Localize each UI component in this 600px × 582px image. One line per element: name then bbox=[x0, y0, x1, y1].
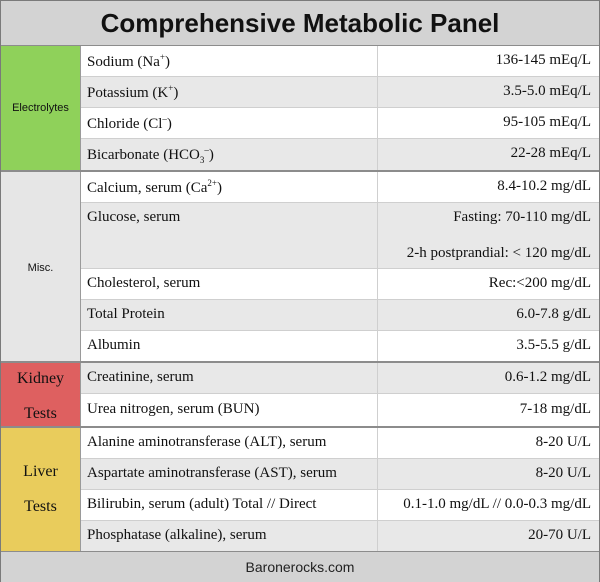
reference-range: 136-145 mEq/L bbox=[495, 52, 591, 68]
reference-range: Fasting: 70-110 mg/dL bbox=[453, 209, 591, 225]
group-label-text: Misc. bbox=[27, 262, 54, 274]
column-divider bbox=[377, 203, 378, 268]
reference-range: 0.1-1.0 mg/dL // 0.0-0.3 mg/dL bbox=[403, 496, 591, 512]
column-divider bbox=[377, 77, 378, 107]
column-divider bbox=[377, 331, 378, 361]
group-label-text: Electrolytes bbox=[12, 102, 69, 114]
reference-range: 7-18 mg/dL bbox=[519, 401, 591, 417]
column-divider bbox=[377, 46, 378, 76]
table-row: Phosphatase (alkaline), serum 20-70 U/L bbox=[81, 521, 599, 551]
column-divider bbox=[377, 521, 378, 551]
table-row: Urea nitrogen, serum (BUN) 7-18 mg/dL bbox=[81, 394, 599, 426]
test-name: Chloride (Cl–) bbox=[87, 114, 172, 132]
test-name: Aspartate aminotransferase (AST), serum bbox=[87, 465, 337, 481]
column-divider bbox=[377, 363, 378, 393]
table-row: Bicarbonate (HCO3–) 22-28 mEq/L bbox=[81, 139, 599, 170]
reference-range: 0.6-1.2 mg/dL bbox=[504, 369, 591, 385]
test-name: Alanine aminotransferase (ALT), serum bbox=[87, 434, 327, 450]
group-label-kidney: Kidney Tests bbox=[1, 363, 81, 426]
group-label-electrolytes: Electrolytes bbox=[1, 46, 81, 170]
table-row: Sodium (Na+) 136-145 mEq/L bbox=[81, 46, 599, 77]
group-label-liver: Liver Tests bbox=[1, 428, 81, 551]
footer: Baronerocks.com bbox=[1, 551, 599, 582]
group-label-text-line2: Tests bbox=[24, 405, 57, 422]
reference-range: 6.0-7.8 g/dL bbox=[516, 306, 591, 322]
reference-range: 8-20 U/L bbox=[535, 465, 591, 481]
column-divider bbox=[377, 139, 378, 170]
column-divider bbox=[377, 459, 378, 489]
table-row: Cholesterol, serum Rec:<200 mg/dL bbox=[81, 269, 599, 300]
column-divider bbox=[377, 108, 378, 138]
reference-range: 3.5-5.5 g/dL bbox=[516, 337, 591, 353]
table-row: Potassium (K+) 3.5-5.0 mEq/L bbox=[81, 77, 599, 108]
reference-range: 22-28 mEq/L bbox=[510, 145, 591, 161]
column-divider bbox=[377, 490, 378, 520]
table-row: Total Protein 6.0-7.8 g/dL bbox=[81, 300, 599, 331]
table-row: Calcium, serum (Ca2+) 8.4-10.2 mg/dL bbox=[81, 172, 599, 203]
reference-range: 3.5-5.0 mEq/L bbox=[503, 83, 591, 99]
reference-range: 95-105 mEq/L bbox=[503, 114, 591, 130]
test-name: Calcium, serum (Ca2+) bbox=[87, 178, 222, 196]
table-row: Alanine aminotransferase (ALT), serum 8-… bbox=[81, 428, 599, 459]
column-divider bbox=[377, 172, 378, 202]
test-name: Glucose, serum bbox=[87, 209, 181, 225]
group-label-text-line2: Tests bbox=[24, 498, 57, 515]
reference-range: 8.4-10.2 mg/dL bbox=[497, 178, 591, 194]
group-label-misc: Misc. bbox=[1, 172, 81, 361]
test-name: Phosphatase (alkaline), serum bbox=[87, 527, 267, 543]
table-row: Creatinine, serum 0.6-1.2 mg/dL bbox=[81, 363, 599, 394]
page-title: Comprehensive Metabolic Panel bbox=[100, 7, 500, 38]
group-label-text-line1: Kidney bbox=[16, 370, 65, 387]
column-divider bbox=[377, 428, 378, 458]
group-electrolytes: Electrolytes Sodium (Na+) 136-145 mEq/L … bbox=[1, 46, 599, 172]
group-liver: Liver Tests Alanine aminotransferase (AL… bbox=[1, 428, 599, 551]
test-name: Creatinine, serum bbox=[87, 369, 194, 385]
footer-credit: Baronerocks.com bbox=[245, 559, 355, 575]
column-divider bbox=[377, 300, 378, 330]
column-divider bbox=[377, 394, 378, 426]
column-divider bbox=[377, 269, 378, 299]
test-name: Total Protein bbox=[87, 306, 165, 322]
test-name: Bicarbonate (HCO3–) bbox=[87, 145, 214, 165]
test-name: Sodium (Na+) bbox=[87, 52, 170, 70]
test-name: Albumin bbox=[87, 337, 141, 353]
table-row: Chloride (Cl–) 95-105 mEq/L bbox=[81, 108, 599, 139]
table-row: Bilirubin, serum (adult) Total // Direct… bbox=[81, 490, 599, 521]
reference-range: 8-20 U/L bbox=[535, 434, 591, 450]
test-name: Cholesterol, serum bbox=[87, 275, 201, 291]
reference-range: 20-70 U/L bbox=[528, 527, 591, 543]
table-row: Albumin 3.5-5.5 g/dL bbox=[81, 331, 599, 361]
reference-range-secondary: 2-h postprandial: < 120 mg/dL bbox=[406, 245, 591, 261]
test-name: Urea nitrogen, serum (BUN) bbox=[87, 401, 260, 417]
table-row: Aspartate aminotransferase (AST), serum … bbox=[81, 459, 599, 490]
group-misc: Misc. Calcium, serum (Ca2+) 8.4-10.2 mg/… bbox=[1, 172, 599, 363]
test-name: Bilirubin, serum (adult) Total // Direct bbox=[87, 496, 317, 512]
table-row: Glucose, serum Fasting: 70-110 mg/dL 2-h… bbox=[81, 203, 599, 269]
test-name: Potassium (K+) bbox=[87, 83, 179, 101]
reference-range: Rec:<200 mg/dL bbox=[488, 275, 591, 291]
group-kidney: Kidney Tests Creatinine, serum 0.6-1.2 m… bbox=[1, 363, 599, 428]
title-bar: Comprehensive Metabolic Panel bbox=[1, 1, 599, 46]
group-label-text-line1: Liver bbox=[23, 463, 58, 480]
